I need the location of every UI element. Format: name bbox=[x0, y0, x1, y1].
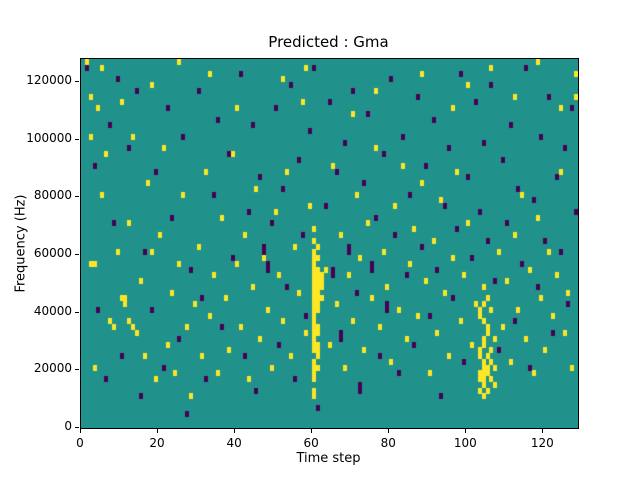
y-tick-label: 0 bbox=[64, 419, 72, 433]
y-tick-mark bbox=[75, 81, 79, 83]
x-tick-label: 80 bbox=[380, 436, 396, 450]
y-tick-mark bbox=[75, 369, 79, 371]
x-tick-label: 60 bbox=[303, 436, 319, 450]
x-tick-mark bbox=[157, 429, 159, 433]
y-tick-mark bbox=[75, 196, 79, 198]
x-tick-mark bbox=[465, 429, 467, 433]
x-tick-mark bbox=[542, 429, 544, 433]
chart-title: Predicted : Gma bbox=[268, 33, 389, 51]
y-tick-label: 20000 bbox=[33, 361, 72, 376]
x-tick-mark bbox=[234, 429, 236, 433]
x-tick-label: 20 bbox=[149, 436, 165, 450]
x-tick-label: 120 bbox=[530, 436, 554, 450]
x-tick-mark bbox=[311, 429, 313, 433]
y-tick-label: 80000 bbox=[33, 188, 72, 203]
heatmap-canvas bbox=[81, 59, 578, 428]
y-tick-mark bbox=[75, 254, 79, 256]
x-tick-label: 0 bbox=[76, 436, 84, 450]
y-tick-mark bbox=[75, 427, 79, 428]
y-tick-label: 100000 bbox=[26, 130, 72, 145]
x-tick-mark bbox=[80, 429, 81, 433]
x-tick-label: 40 bbox=[226, 436, 242, 450]
y-tick-label: 40000 bbox=[33, 303, 72, 318]
y-tick-label: 120000 bbox=[26, 73, 72, 88]
y-tick-mark bbox=[75, 311, 79, 313]
x-axis-label: Time step bbox=[296, 451, 361, 466]
x-tick-mark bbox=[388, 429, 390, 433]
plot-area bbox=[80, 58, 579, 429]
y-tick-mark bbox=[75, 138, 79, 140]
x-tick-label: 100 bbox=[453, 436, 477, 450]
y-tick-label: 60000 bbox=[33, 246, 72, 261]
